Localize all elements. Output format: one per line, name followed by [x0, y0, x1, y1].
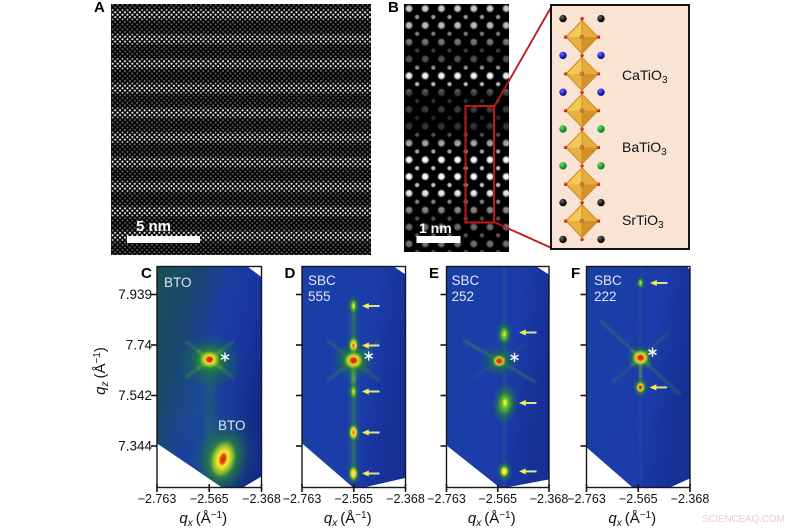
svg-text:−2.565: −2.565	[334, 492, 373, 506]
svg-text:BTO: BTO	[218, 418, 246, 433]
svg-text:−2.565: −2.565	[478, 492, 517, 506]
svg-text:5 nm: 5 nm	[136, 218, 171, 235]
svg-text:qz (Å−1): qz (Å−1)	[92, 347, 111, 395]
svg-text:SBC: SBC	[308, 273, 336, 288]
svg-text:A: A	[94, 0, 105, 16]
svg-text:7.74: 7.74	[126, 338, 153, 353]
svg-text:qx (Å−1): qx (Å−1)	[468, 510, 516, 529]
svg-text:BaTiO3: BaTiO3	[622, 139, 667, 158]
svg-text:−2.763: −2.763	[138, 492, 177, 506]
svg-text:252: 252	[452, 289, 475, 304]
svg-text:555: 555	[308, 289, 331, 304]
svg-text:SCIENCEAQ.COM: SCIENCEAQ.COM	[702, 514, 784, 525]
svg-text:B: B	[388, 0, 399, 16]
svg-text:−2.763: −2.763	[283, 492, 322, 506]
svg-text:D: D	[285, 265, 296, 282]
svg-text:qx (Å−1): qx (Å−1)	[324, 510, 372, 529]
svg-text:SrTiO3: SrTiO3	[622, 212, 664, 231]
svg-text:SBC: SBC	[452, 273, 480, 288]
svg-text:−2.368: −2.368	[671, 492, 710, 506]
svg-text:−2.763: −2.763	[427, 492, 466, 506]
svg-text:−2.368: −2.368	[386, 492, 425, 506]
svg-text:C: C	[141, 265, 152, 282]
svg-text:CaTiO3: CaTiO3	[622, 67, 668, 86]
svg-text:qx (Å−1): qx (Å−1)	[179, 510, 227, 529]
svg-text:−2.368: −2.368	[242, 492, 281, 506]
svg-text:F: F	[571, 265, 580, 282]
svg-text:7.939: 7.939	[118, 287, 152, 302]
svg-text:−2.565: −2.565	[619, 492, 658, 506]
svg-text:BTO: BTO	[164, 275, 192, 290]
svg-text:qx (Å−1): qx (Å−1)	[608, 510, 656, 529]
svg-text:−2.763: −2.763	[567, 492, 606, 506]
svg-text:E: E	[429, 265, 439, 282]
svg-text:1 nm: 1 nm	[419, 220, 452, 236]
svg-text:−2.368: −2.368	[530, 492, 569, 506]
svg-text:7.542: 7.542	[118, 388, 152, 403]
svg-text:7.344: 7.344	[118, 439, 152, 454]
svg-text:222: 222	[594, 289, 617, 304]
svg-text:SBC: SBC	[594, 273, 622, 288]
svg-text:−2.565: −2.565	[190, 492, 229, 506]
